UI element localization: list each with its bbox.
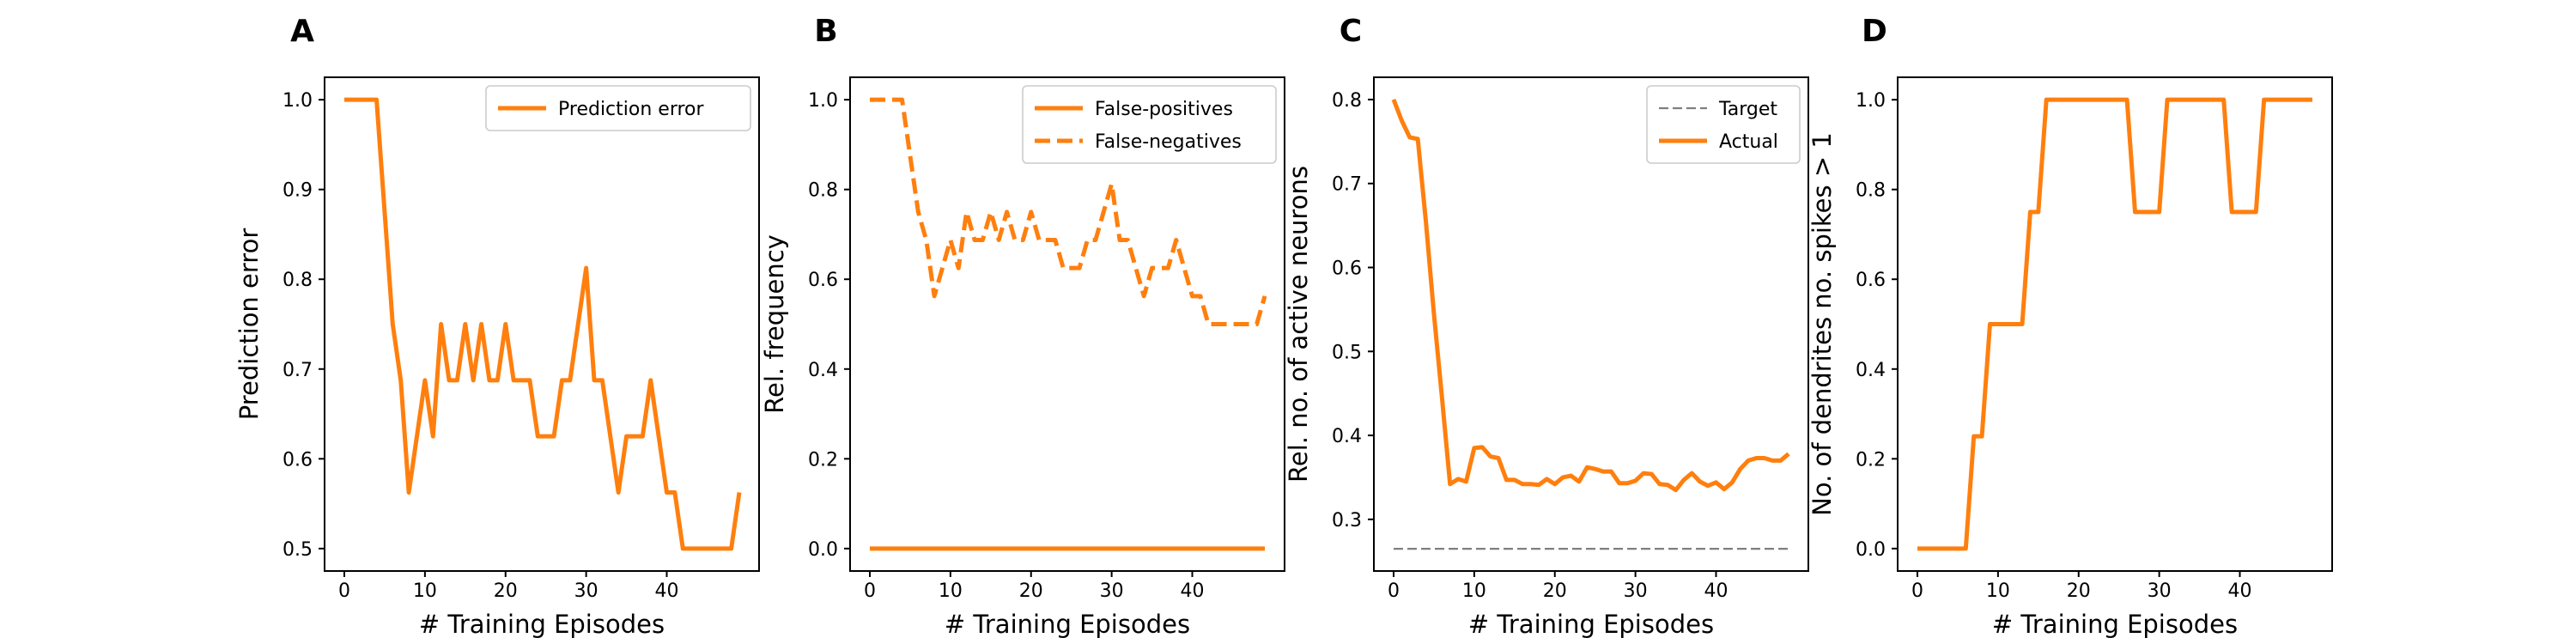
y-tick-label: 1.0 (283, 90, 313, 112)
legend: Prediction error (485, 85, 751, 131)
panel-a: A 0 10 20 30 40 0.5 0.6 0.7 0.8 0.9 1.0 # Training E… (234, 14, 760, 639)
y-tick-label: 1.0 (1856, 90, 1886, 112)
panel-b: B 0 10 20 30 40 0.0 0.2 0.4 0.6 0.8 1.0 # Training E… (760, 14, 1285, 639)
series-line-false-negatives (870, 97, 1267, 326)
y-tick-label: 0.6 (1332, 258, 1362, 279)
series-line-prediction-error (344, 97, 742, 551)
plot-frame (324, 76, 760, 572)
panel-letter: B (814, 14, 837, 49)
x-tick-label: 10 (413, 580, 437, 602)
series-group (1917, 97, 2312, 551)
y-axis-label: Rel. no. of active neurons (1284, 166, 1313, 483)
panel-d: D 0 10 20 30 40 0.0 0.2 0.4 0.6 0.8 1.0 # Training E… (1807, 14, 2333, 639)
y-tick-label: 0.0 (808, 539, 838, 561)
legend-box (1646, 85, 1801, 164)
legend-label: Target (1718, 99, 1777, 120)
series-group (1391, 99, 1790, 550)
x-tick-label: 20 (1543, 580, 1567, 602)
x-tick-label: 40 (1181, 580, 1205, 602)
x-axis-label: # Training Episodes (1468, 610, 1714, 639)
y-axis-label: Prediction error (234, 228, 264, 421)
x-tick-label: 30 (1100, 580, 1124, 602)
plot-frame (849, 76, 1285, 572)
x-axis-label: # Training Episodes (945, 610, 1190, 639)
x-tick-label: 40 (2228, 580, 2252, 602)
x-tick-label: 30 (574, 580, 598, 602)
series-line-value (1917, 97, 2312, 551)
x-tick-label: 0 (338, 580, 350, 602)
x-tick-label: 20 (1019, 580, 1043, 602)
x-tick-label: 0 (1911, 580, 1923, 602)
panel-letter: D (1862, 14, 1887, 49)
y-tick-label: 0.3 (1332, 510, 1362, 532)
y-axis-label: Rel. frequency (760, 234, 789, 414)
y-tick-label: 0.4 (808, 360, 838, 381)
y-tick-label: 0.6 (1856, 270, 1886, 291)
y-tick-label: 0.5 (283, 539, 313, 561)
y-axis-label: No. of dendrites no. spikes > 1 (1807, 132, 1837, 516)
x-tick-label: 10 (939, 580, 963, 602)
y-tick-label: 0.6 (283, 449, 313, 471)
legend-box (1022, 85, 1277, 164)
legend-label: False-negatives (1095, 131, 1242, 153)
y-tick-label: 0.6 (808, 270, 838, 291)
x-axis-label: # Training Episodes (419, 610, 665, 639)
panel-letter: C (1340, 14, 1362, 49)
x-axis-label: # Training Episodes (1992, 610, 2238, 639)
y-tick-label: 0.8 (283, 270, 313, 291)
legend: Target Actual (1646, 85, 1801, 164)
x-tick-label: 20 (494, 580, 518, 602)
x-tick-label: 30 (1624, 580, 1648, 602)
plot-frame (1373, 76, 1809, 572)
legend-label: False-positives (1095, 99, 1233, 120)
y-tick-label: 1.0 (808, 90, 838, 112)
y-tick-label: 0.8 (1856, 180, 1886, 202)
x-tick-label: 40 (655, 580, 679, 602)
x-tick-label: 0 (864, 580, 876, 602)
y-tick-label: 0.9 (283, 180, 313, 202)
y-tick-label: 0.0 (1856, 539, 1886, 561)
y-tick-label: 0.4 (1856, 360, 1886, 381)
y-tick-label: 0.4 (1332, 426, 1362, 447)
legend-label: Prediction error (558, 99, 704, 120)
panel-letter: A (290, 14, 314, 49)
panel-c: C 0 10 20 30 40 0.3 0.4 0.5 0.6 0.7 0.8 # Training E… (1284, 14, 1809, 639)
y-tick-label: 0.5 (1332, 342, 1362, 363)
y-tick-label: 0.2 (808, 449, 838, 471)
y-tick-label: 0.8 (1332, 90, 1362, 112)
legend-box (485, 85, 751, 131)
legend-label: Actual (1719, 131, 1778, 153)
x-tick-label: 10 (1462, 580, 1486, 602)
y-tick-label: 0.7 (1332, 174, 1362, 196)
series-group (344, 97, 742, 551)
x-tick-label: 10 (1986, 580, 2010, 602)
series-line-actual (1391, 99, 1790, 493)
x-tick-label: 30 (2148, 580, 2172, 602)
series-group (870, 97, 1267, 551)
y-tick-label: 0.7 (283, 360, 313, 381)
y-tick-label: 0.2 (1856, 449, 1886, 471)
x-tick-label: 20 (2067, 580, 2091, 602)
x-tick-label: 40 (1704, 580, 1728, 602)
plot-frame (1897, 76, 2333, 572)
y-tick-label: 0.8 (808, 180, 838, 202)
legend: False-positives False-negatives (1022, 85, 1277, 164)
x-tick-label: 0 (1388, 580, 1400, 602)
